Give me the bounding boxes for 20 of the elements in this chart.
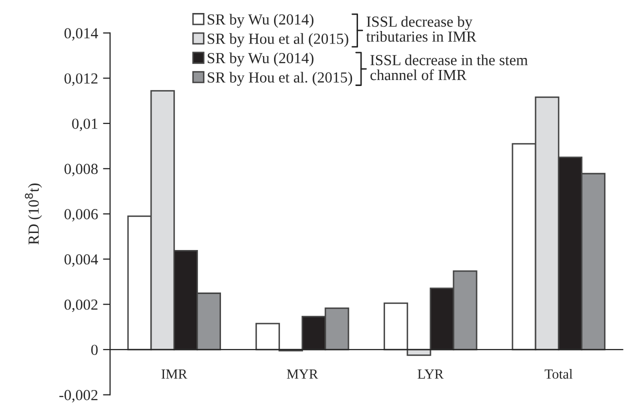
- x-tick-label: IMR: [162, 370, 188, 379]
- y-tick-label: -0,002: [59, 390, 98, 402]
- y-tick-label: 0,01: [72, 118, 98, 132]
- y-tick-label: 0,002: [64, 299, 98, 312]
- y-tick-label: 0,014: [64, 28, 98, 41]
- y-axis-title: RD (10$^{8}$t): [24, 184, 42, 245]
- legend-label: SR by Wu (2014): [208, 52, 314, 66]
- annotation: ISSL decrease by tributaries in IMR: [366, 16, 476, 42]
- legend-label: SR by Hou et al. (2015): [208, 72, 352, 86]
- x-tick-label: MYR: [286, 370, 318, 379]
- y-tick-label: 0,006: [64, 209, 98, 222]
- y-tick-label: 0: [91, 344, 98, 356]
- x-tick-label: LYR: [418, 370, 444, 379]
- y-tick-label: 0,012: [64, 73, 98, 86]
- annotation: ISSL decrease in the stem channel of IMR: [370, 54, 528, 80]
- x-tick-label: Total: [544, 369, 573, 379]
- y-tick-label: 0,008: [64, 164, 98, 176]
- y-tick-label: 0,004: [64, 254, 98, 267]
- legend-label: SR by Wu (2014): [208, 14, 314, 28]
- legend-label: SR by Hou et al (2015): [208, 33, 348, 48]
